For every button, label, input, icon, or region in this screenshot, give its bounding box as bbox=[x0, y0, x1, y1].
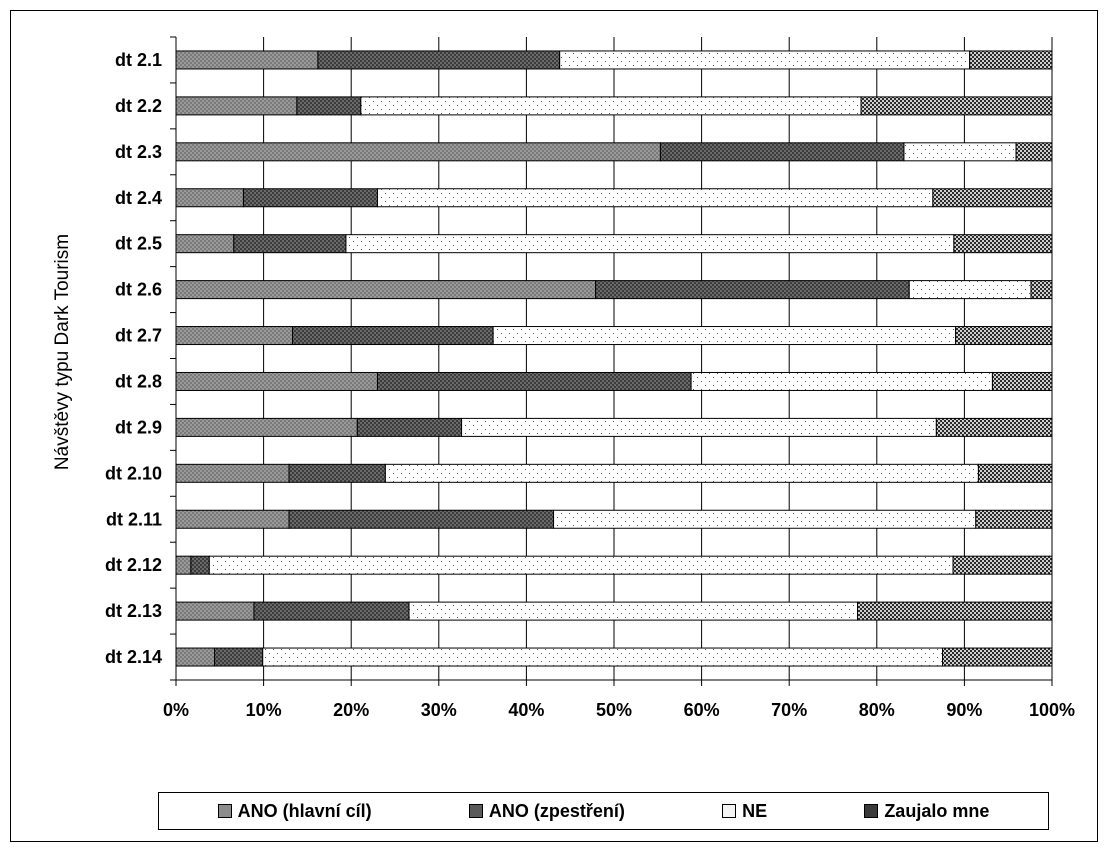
bar-segment-ano-zpestreni bbox=[190, 555, 210, 575]
bar-segment-ne bbox=[559, 50, 971, 70]
y-category-label: dt 2.9 bbox=[115, 417, 162, 437]
legend-label-zaujalo: Zaujalo mne bbox=[884, 800, 990, 821]
y-axis-label: Návštěvy typu Dark Tourism bbox=[52, 234, 73, 470]
x-tick-label: 30% bbox=[421, 700, 457, 720]
bar-segment-ano-hlavni bbox=[175, 188, 244, 208]
bar-segment-ano-zpestreni bbox=[356, 417, 463, 437]
bar-segment-ano-hlavni bbox=[175, 509, 290, 529]
bar-segment-zaujalo bbox=[975, 509, 1053, 529]
bar-segment-ne bbox=[262, 647, 943, 667]
bar-segment-ano-hlavni bbox=[175, 371, 378, 391]
bars-layer bbox=[175, 50, 1053, 667]
bar-segment-ano-hlavni bbox=[175, 280, 597, 300]
bar-segment-ano-hlavni bbox=[175, 417, 358, 437]
y-category-label: dt 2.8 bbox=[115, 371, 162, 391]
grid-layer bbox=[175, 37, 1053, 680]
y-category-label: dt 2.4 bbox=[115, 188, 162, 208]
x-tick-label: 60% bbox=[684, 700, 720, 720]
bar-segment-ano-zpestreni bbox=[659, 142, 905, 162]
y-category-label: dt 2.10 bbox=[105, 463, 162, 483]
bar-segment-zaujalo bbox=[942, 647, 1053, 667]
x-tick-label: 50% bbox=[596, 700, 632, 720]
bar-segment-ano-zpestreni bbox=[214, 647, 264, 667]
bar-segment-ne bbox=[408, 601, 859, 621]
y-category-label: dt 2.12 bbox=[105, 555, 162, 575]
bar-segment-ano-hlavni bbox=[175, 326, 294, 346]
y-category-label: dt 2.7 bbox=[115, 326, 162, 346]
legend-label-ne: NE bbox=[742, 800, 768, 821]
bar-segment-ne bbox=[553, 509, 977, 529]
bar-segment-zaujalo bbox=[935, 417, 1053, 437]
bar-segment-ano-zpestreni bbox=[292, 326, 494, 346]
legend-item-ano-hlavni: ANO (hlavní cíl) bbox=[217, 800, 372, 822]
bar-segment-ano-hlavni bbox=[175, 647, 216, 667]
legend: ANO (hlavní cíl) ANO (zpestření) NE Zauj… bbox=[158, 792, 1049, 830]
bar-segment-ne bbox=[345, 234, 955, 254]
legend-item-ne: NE bbox=[722, 801, 767, 822]
y-category-label: dt 2.3 bbox=[115, 142, 162, 162]
bar-segment-ano-zpestreni bbox=[242, 188, 378, 208]
bar-segment-zaujalo bbox=[952, 555, 1053, 575]
bar-segment-ano-hlavni bbox=[175, 96, 298, 116]
legend-item-zaujalo: Zaujalo mne bbox=[864, 801, 989, 822]
bar-segment-zaujalo bbox=[1030, 280, 1053, 300]
bar-segment-ano-hlavni bbox=[175, 555, 192, 575]
bar-segment-ano-zpestreni bbox=[233, 234, 347, 254]
x-tick-label: 10% bbox=[246, 700, 282, 720]
legend-swatch-ano-hlavni bbox=[217, 804, 232, 818]
bar-segment-ano-hlavni bbox=[175, 601, 255, 621]
bar-segment-zaujalo bbox=[860, 96, 1053, 116]
x-tick-label: 90% bbox=[946, 700, 982, 720]
y-category-label: dt 2.11 bbox=[106, 509, 162, 529]
bar-segment-ano-zpestreni bbox=[253, 601, 410, 621]
bar-segment-ano-zpestreni bbox=[288, 509, 555, 529]
bar-segment-ne bbox=[384, 463, 979, 483]
bar-segment-ano-zpestreni bbox=[376, 371, 692, 391]
bar-segment-zaujalo bbox=[932, 188, 1053, 208]
x-tick-label: 0% bbox=[163, 700, 189, 720]
bar-segment-zaujalo bbox=[953, 234, 1053, 254]
bar-segment-ne bbox=[908, 280, 1032, 300]
axis-layer: 0% 10% 20% 30% 40% 50% 60% 70% 80% 90% 100% dt 2.1 d… bbox=[105, 36, 1075, 720]
y-category-label: dt 2.1 bbox=[115, 50, 162, 70]
y-category-label: dt 2.5 bbox=[115, 234, 162, 254]
bar-segment-ano-zpestreni bbox=[595, 280, 910, 300]
bar-segment-zaujalo bbox=[1015, 142, 1053, 162]
bar-segment-ano-hlavni bbox=[175, 234, 235, 254]
legend-swatch-ano-zpestreni bbox=[468, 804, 483, 818]
bar-segment-zaujalo bbox=[991, 371, 1053, 391]
bar-segment-ne bbox=[376, 188, 934, 208]
bar-segment-zaujalo bbox=[969, 50, 1053, 70]
bar-segment-ano-zpestreni bbox=[288, 463, 386, 483]
legend-swatch-ne bbox=[722, 804, 737, 818]
bar-segment-ne bbox=[208, 555, 954, 575]
bar-segment-ano-zpestreni bbox=[317, 50, 561, 70]
bar-segment-ano-hlavni bbox=[175, 463, 290, 483]
x-tick-label: 40% bbox=[508, 700, 544, 720]
y-category-label: dt 2.13 bbox=[105, 601, 162, 621]
legend-swatch-zaujalo bbox=[864, 804, 879, 818]
y-category-label: dt 2.6 bbox=[115, 280, 162, 300]
bar-segment-zaujalo bbox=[977, 463, 1053, 483]
x-tick-label: 70% bbox=[771, 700, 807, 720]
bar-segment-ne bbox=[690, 371, 993, 391]
legend-label-ano-hlavni: ANO (hlavní cíl) bbox=[237, 800, 372, 821]
y-category-label: dt 2.2 bbox=[115, 96, 162, 116]
bar-segment-ano-zpestreni bbox=[296, 96, 362, 116]
x-tick-label: 80% bbox=[859, 700, 895, 720]
y-category-label: dt 2.14 bbox=[105, 647, 162, 667]
legend-label-ano-zpestreni: ANO (zpestření) bbox=[488, 800, 625, 821]
x-tick-label: 100% bbox=[1029, 700, 1075, 720]
bar-segment-ano-hlavni bbox=[175, 142, 661, 162]
legend-item-ano-zpestreni: ANO (zpestření) bbox=[468, 800, 625, 822]
bar-segment-zaujalo bbox=[955, 326, 1053, 346]
bar-segment-ne bbox=[461, 417, 937, 437]
bar-segment-ne bbox=[903, 142, 1017, 162]
bar-segment-ano-hlavni bbox=[175, 50, 319, 70]
bar-segment-ne bbox=[492, 326, 957, 346]
bar-segment-zaujalo bbox=[857, 601, 1053, 621]
x-tick-label: 20% bbox=[333, 700, 369, 720]
bar-segment-ne bbox=[360, 96, 862, 116]
